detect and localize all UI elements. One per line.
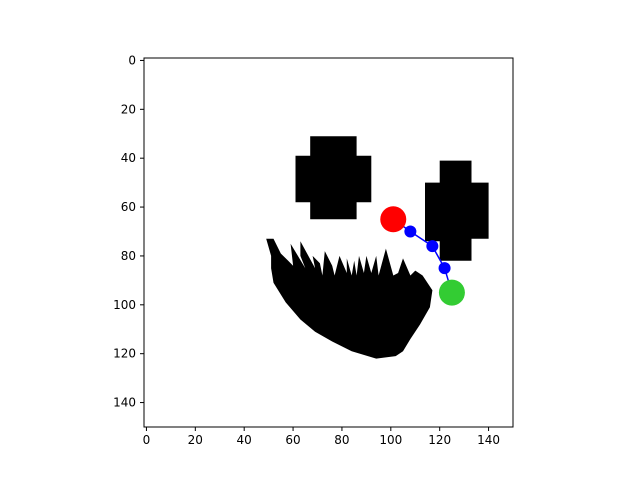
x-tick-label: 0 — [143, 433, 151, 447]
x-tick-label: 100 — [379, 433, 402, 447]
start-marker — [380, 206, 407, 233]
goal-marker — [438, 279, 465, 306]
obstacle-mouth — [266, 238, 433, 359]
x-tick-label: 140 — [477, 433, 500, 447]
y-tick-label: 100 — [113, 298, 136, 312]
y-tick-label: 140 — [113, 396, 136, 410]
path-markers — [380, 206, 465, 306]
x-tick-label: 80 — [334, 433, 349, 447]
obstacle-right-cross — [425, 160, 489, 261]
waypoint-marker — [404, 225, 417, 238]
y-axis-ticks: 0 20 40 60 80 100 120 140 — [113, 53, 144, 410]
waypoint-marker — [426, 240, 439, 253]
x-axis-ticks: 0 20 40 60 80 100 120 140 — [143, 427, 500, 447]
obstacle-left-cross — [295, 136, 372, 220]
y-tick-label: 40 — [121, 151, 136, 165]
x-tick-label: 20 — [188, 433, 203, 447]
y-tick-label: 120 — [113, 347, 136, 361]
obstacle-map — [266, 136, 489, 359]
y-tick-label: 60 — [121, 200, 136, 214]
x-tick-label: 120 — [428, 433, 451, 447]
x-tick-label: 60 — [285, 433, 300, 447]
y-tick-label: 20 — [121, 102, 136, 116]
x-tick-label: 40 — [237, 433, 252, 447]
plot-frame — [143, 57, 514, 428]
waypoint-marker — [438, 262, 451, 275]
y-tick-label: 80 — [121, 249, 136, 263]
y-tick-label: 0 — [128, 53, 136, 67]
